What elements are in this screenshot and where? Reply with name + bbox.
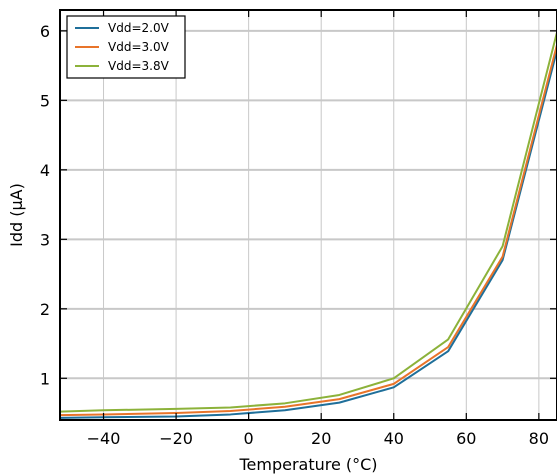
x-tick-label: 0 <box>244 429 254 448</box>
legend-label: Vdd=3.8V <box>108 59 170 73</box>
x-tick-label: 40 <box>384 429 404 448</box>
y-axis-label: Idd (µA) <box>7 183 26 247</box>
x-axis-label: Temperature (°C) <box>238 455 377 474</box>
axis-ticks: −40 −20 0 20 40 60 80 1 2 3 4 5 6 <box>40 10 557 448</box>
y-tick-label: 2 <box>40 300 50 319</box>
x-tick-label: 20 <box>311 429 331 448</box>
legend-label: Vdd=3.0V <box>108 40 170 54</box>
legend-label: Vdd=2.0V <box>108 21 170 35</box>
series-lines <box>59 31 557 419</box>
x-tick-label: 80 <box>529 429 549 448</box>
grid <box>60 10 557 420</box>
y-tick-label: 4 <box>40 161 50 180</box>
plot-area-frame <box>59 9 557 421</box>
series-line-2 <box>59 44 557 417</box>
y-tick-label: 5 <box>40 91 50 110</box>
y-tick-label: 6 <box>40 22 50 41</box>
series-line-3 <box>59 31 557 413</box>
x-tick-label: −20 <box>159 429 193 448</box>
x-tick-label: 60 <box>456 429 476 448</box>
y-tick-label: 3 <box>40 230 50 249</box>
x-tick-label: −40 <box>87 429 121 448</box>
y-tick-label: 1 <box>40 369 50 388</box>
legend: Vdd=2.0V Vdd=3.0V Vdd=3.8V <box>66 15 186 79</box>
series-line-1 <box>59 50 557 419</box>
